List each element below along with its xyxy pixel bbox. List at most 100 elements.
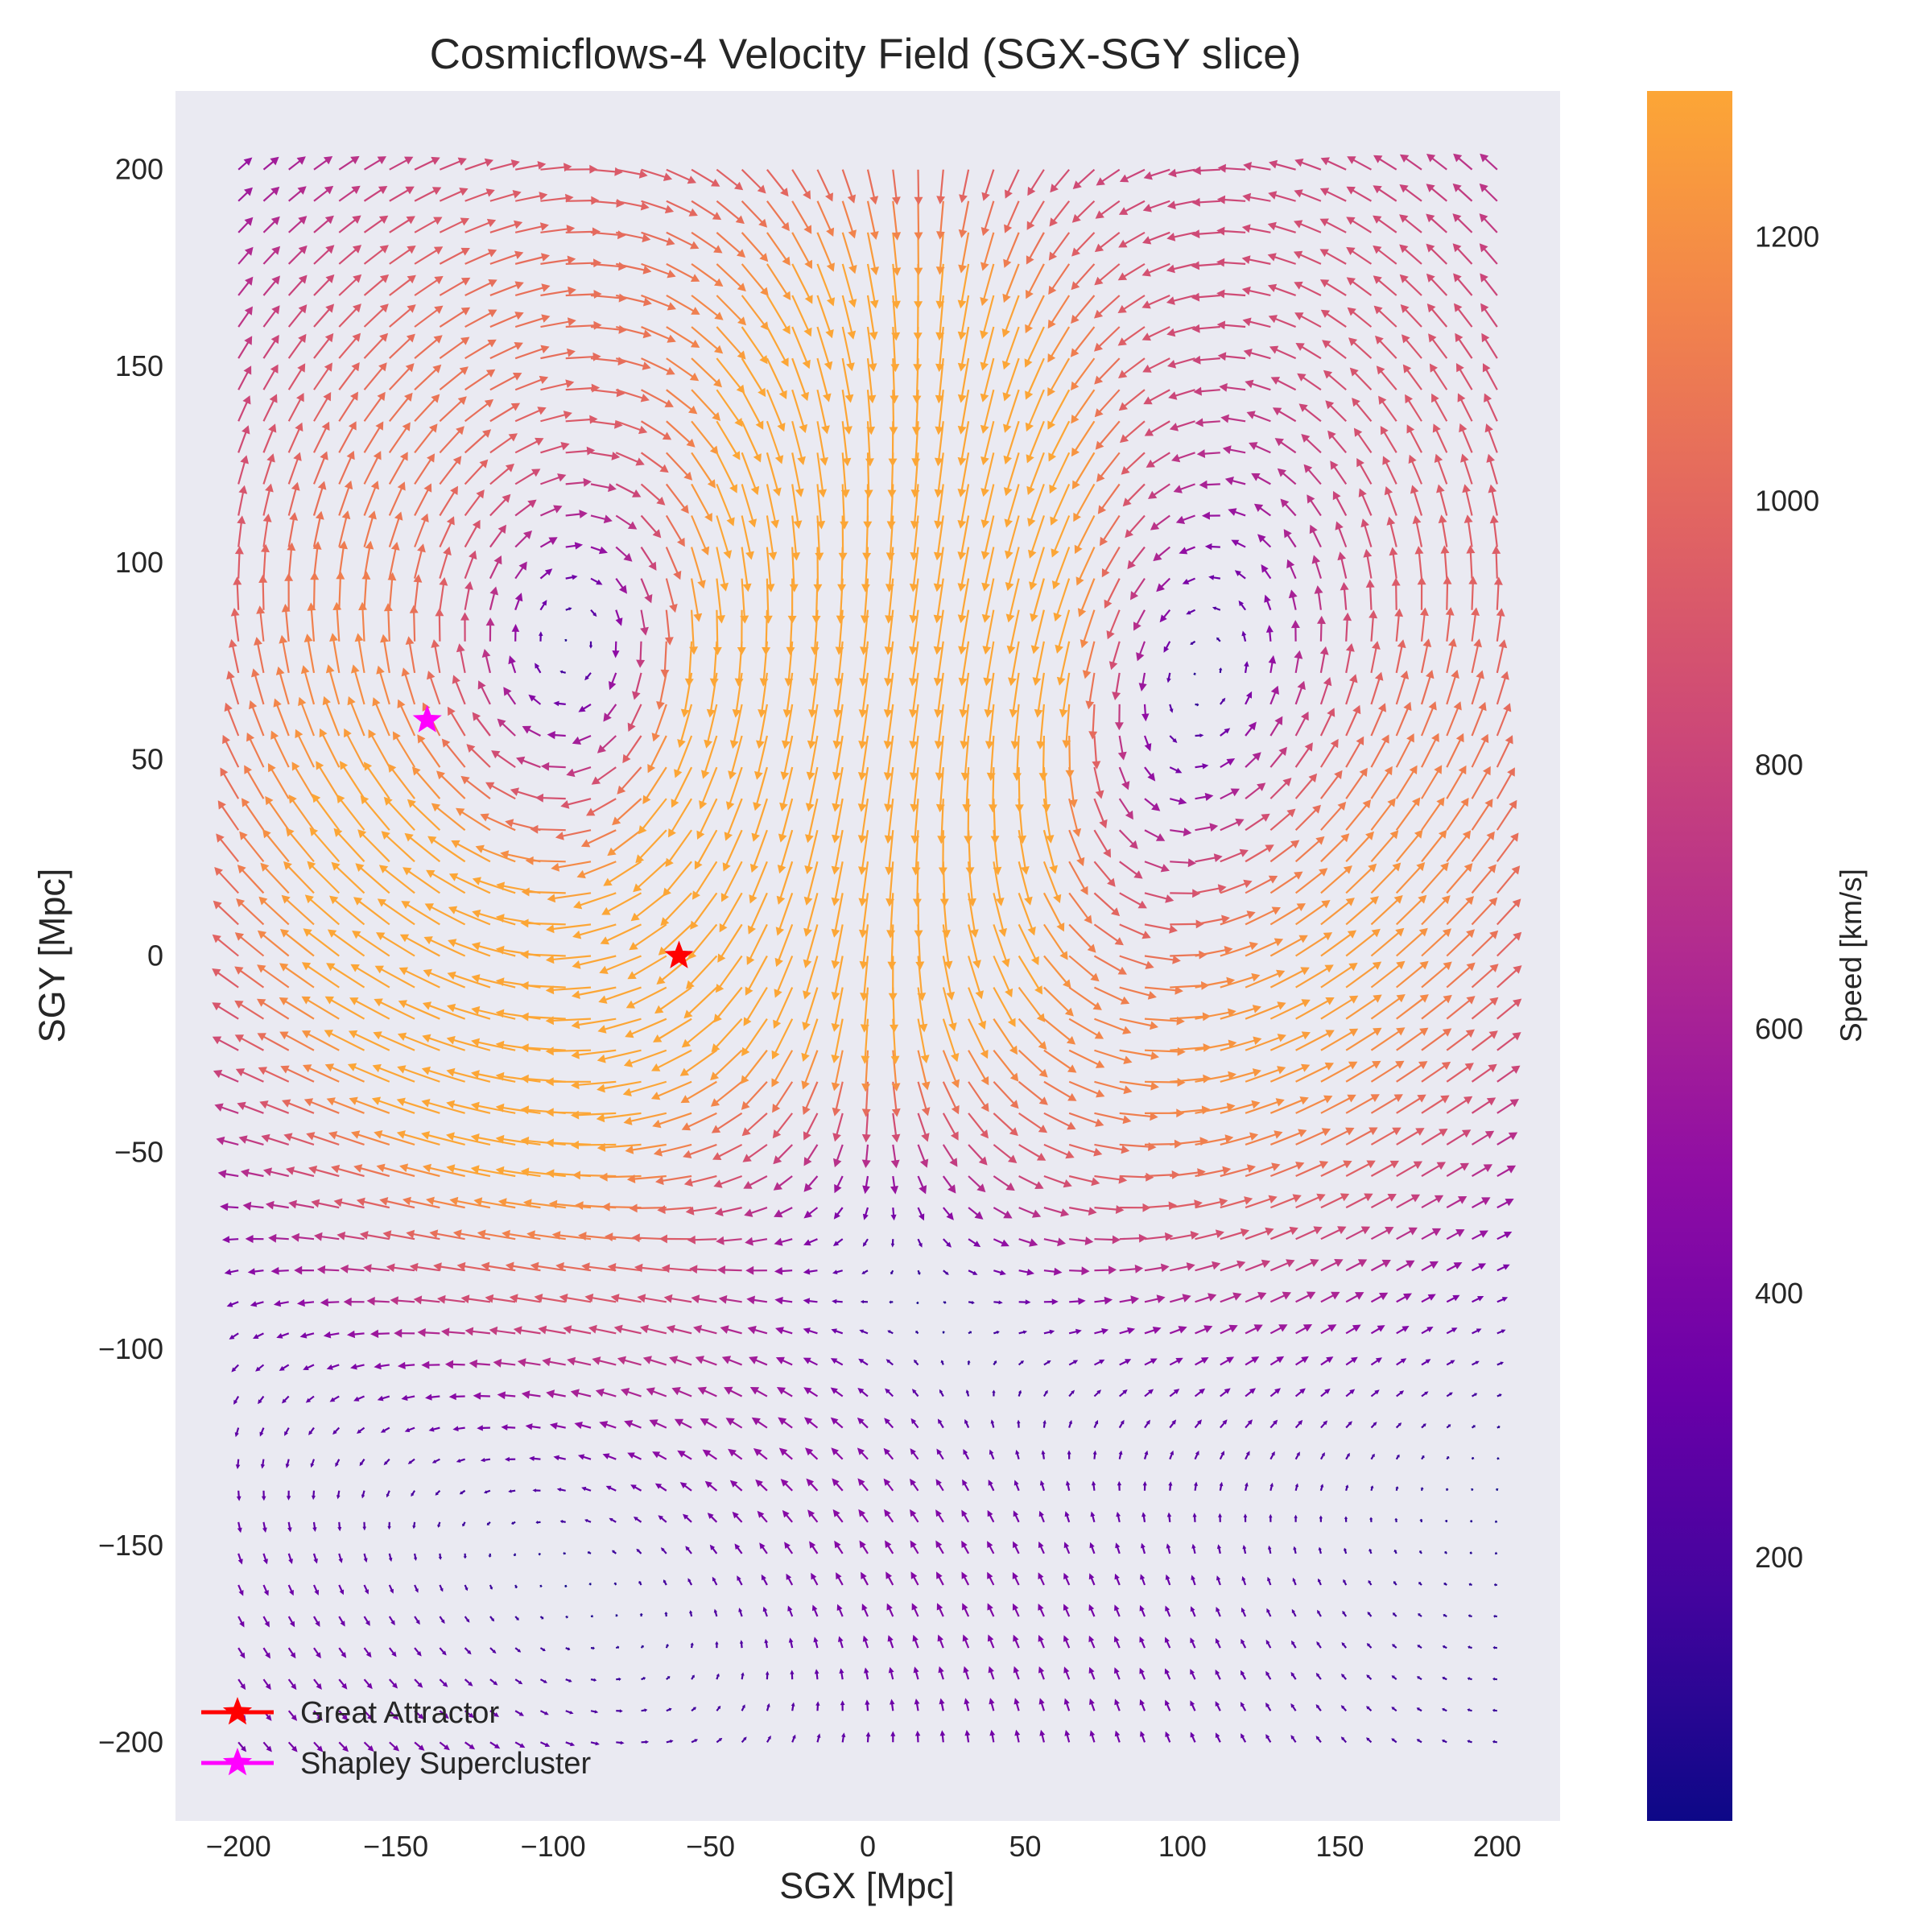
velocity-arrow: [1496, 1297, 1509, 1303]
velocity-arrow: [262, 1741, 272, 1752]
velocity-arrow: [741, 1081, 768, 1110]
velocity-arrow: [1166, 326, 1195, 337]
velocity-arrow: [805, 766, 819, 812]
velocity-arrow: [641, 231, 675, 246]
velocity-arrow: [1104, 578, 1121, 609]
velocity-arrow: [1396, 1194, 1421, 1208]
velocity-arrow: [687, 1235, 717, 1245]
velocity-arrow: [1068, 766, 1078, 808]
velocity-arrow: [237, 1584, 244, 1596]
velocity-arrow: [988, 1666, 995, 1680]
velocity-arrow: [786, 1573, 794, 1586]
velocity-arrow: [389, 1741, 400, 1752]
velocity-arrow: [967, 1360, 971, 1365]
velocity-arrow: [351, 1130, 390, 1146]
velocity-arrow: [1192, 672, 1197, 675]
velocity-arrow: [1195, 703, 1199, 707]
velocity-arrow: [993, 1207, 1013, 1219]
velocity-arrow: [968, 1269, 978, 1275]
velocity-arrow: [641, 420, 672, 440]
velocity-arrow: [665, 1644, 669, 1649]
velocity-arrow: [766, 515, 778, 561]
velocity-arrow: [1265, 1702, 1272, 1711]
velocity-arrow: [741, 1672, 745, 1680]
velocity-arrow: [713, 1175, 742, 1188]
velocity-arrow: [1322, 340, 1347, 359]
velocity-arrow: [1344, 1516, 1348, 1522]
velocity-arrow: [246, 733, 265, 768]
velocity-arrow: [338, 1553, 343, 1563]
velocity-arrow: [1144, 1327, 1162, 1335]
velocity-arrow: [260, 862, 290, 894]
velocity-arrow: [242, 798, 265, 831]
velocity-arrow: [1370, 703, 1386, 737]
x-tick-label: 50: [1009, 1830, 1041, 1863]
velocity-arrow: [715, 955, 743, 993]
velocity-arrow: [1144, 1016, 1185, 1026]
velocity-arrow: [987, 1634, 995, 1649]
velocity-arrow: [1029, 547, 1045, 591]
velocity-arrow: [774, 1296, 793, 1305]
velocity-arrow: [381, 831, 415, 863]
velocity-arrow: [1345, 994, 1382, 1020]
velocity-arrow: [1220, 1292, 1242, 1303]
velocity-arrow: [961, 1509, 969, 1523]
velocity-arrow: [942, 1144, 958, 1167]
velocity-arrow: [212, 968, 239, 989]
velocity-arrow: [1013, 1666, 1020, 1680]
velocity-arrow: [757, 1510, 768, 1523]
velocity-arrow: [565, 477, 592, 487]
velocity-arrow: [581, 1262, 617, 1272]
velocity-arrow: [936, 1571, 944, 1586]
velocity-arrow: [1212, 606, 1221, 611]
velocity-arrow: [1219, 667, 1223, 673]
velocity-arrow: [942, 1331, 946, 1334]
velocity-arrow: [1320, 801, 1347, 831]
velocity-arrow: [446, 1100, 491, 1114]
velocity-arrow: [1370, 1292, 1389, 1303]
velocity-arrow: [397, 1361, 415, 1369]
velocity-arrow: [389, 186, 415, 202]
velocity-arrow: [773, 987, 794, 1029]
velocity-arrow: [663, 1579, 667, 1586]
velocity-arrow: [316, 1265, 340, 1274]
velocity-arrow: [832, 1081, 844, 1117]
velocity-arrow: [1018, 986, 1046, 1022]
velocity-arrow: [1421, 961, 1452, 989]
velocity-arrow: [1032, 641, 1045, 686]
velocity-arrow: [1192, 355, 1220, 365]
velocity-arrow: [287, 333, 307, 359]
velocity-arrow: [993, 987, 1016, 1027]
velocity-arrow: [709, 1544, 718, 1554]
velocity-arrow: [1295, 964, 1334, 989]
velocity-arrow: [1094, 326, 1121, 352]
velocity-arrow: [553, 1455, 566, 1461]
velocity-arrow: [669, 1356, 692, 1366]
velocity-arrow: [1295, 1161, 1329, 1177]
velocity-arrow: [1068, 1328, 1082, 1335]
velocity-arrow: [936, 169, 946, 204]
velocity-arrow: [993, 1238, 1009, 1247]
velocity-arrow: [303, 1064, 340, 1083]
velocity-arrow: [1269, 1451, 1275, 1460]
velocity-arrow: [771, 1018, 794, 1060]
velocity-arrow: [1320, 1127, 1355, 1146]
velocity-arrow: [1317, 1609, 1322, 1617]
velocity-arrow: [858, 830, 869, 875]
velocity-arrow: [1472, 1263, 1487, 1272]
velocity-arrow: [813, 1637, 819, 1649]
velocity-arrow: [1269, 1419, 1278, 1429]
velocity-arrow: [1369, 1517, 1373, 1522]
velocity-arrow: [1119, 892, 1147, 909]
velocity-arrow: [716, 1265, 742, 1274]
velocity-arrow: [1421, 1195, 1444, 1208]
velocity-arrow: [1008, 641, 1020, 687]
velocity-arrow: [690, 1642, 694, 1649]
velocity-arrow: [1139, 1636, 1146, 1649]
velocity-arrow: [640, 547, 657, 571]
velocity-arrow: [1420, 607, 1429, 642]
velocity-arrow: [427, 671, 441, 705]
velocity-arrow: [1446, 1456, 1450, 1460]
velocity-arrow: [803, 1417, 819, 1429]
velocity-arrow: [359, 1459, 365, 1467]
